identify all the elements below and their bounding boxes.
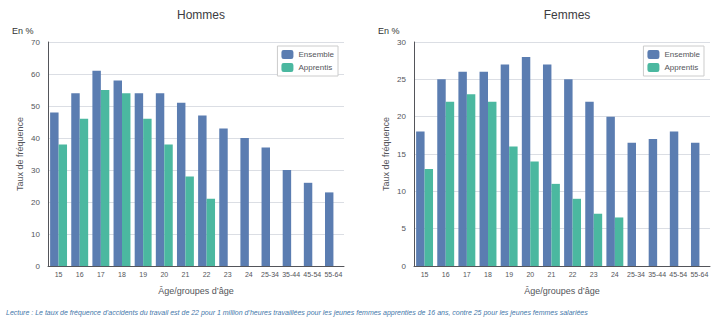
svg-text:10: 10 [31, 230, 40, 239]
svg-text:18: 18 [118, 271, 126, 278]
svg-text:45-54: 45-54 [669, 271, 687, 278]
svg-text:Taux de fréquence: Taux de fréquence [15, 117, 25, 191]
svg-text:16: 16 [76, 271, 84, 278]
svg-text:40: 40 [31, 134, 40, 143]
svg-text:20: 20 [31, 198, 40, 207]
svg-text:50: 50 [31, 102, 40, 111]
svg-text:Âge/groupes d’âge: Âge/groupes d’âge [158, 286, 234, 296]
svg-text:Taux de fréquence: Taux de fréquence [381, 117, 391, 191]
svg-text:21: 21 [182, 271, 190, 278]
svg-text:19: 19 [139, 271, 147, 278]
svg-text:35-44: 35-44 [648, 271, 666, 278]
svg-text:24: 24 [245, 271, 253, 278]
svg-text:5: 5 [402, 224, 407, 233]
svg-text:19: 19 [505, 271, 513, 278]
svg-text:17: 17 [463, 271, 471, 278]
svg-text:15: 15 [421, 271, 429, 278]
svg-text:Hommes: Hommes [177, 8, 225, 22]
svg-text:En %: En % [12, 26, 34, 36]
svg-text:55-64: 55-64 [324, 271, 342, 278]
svg-text:20: 20 [526, 271, 534, 278]
svg-text:Apprentis: Apprentis [664, 63, 698, 72]
svg-text:17: 17 [97, 271, 105, 278]
svg-text:70: 70 [31, 38, 40, 47]
svg-text:23: 23 [590, 271, 598, 278]
svg-text:Apprentis: Apprentis [298, 63, 332, 72]
svg-text:20: 20 [397, 112, 406, 121]
svg-text:22: 22 [203, 271, 211, 278]
svg-text:En %: En % [378, 26, 400, 36]
svg-text:55-64: 55-64 [690, 271, 708, 278]
svg-text:15: 15 [397, 150, 406, 159]
svg-text:15: 15 [55, 271, 63, 278]
svg-text:0: 0 [402, 262, 407, 271]
svg-text:21: 21 [548, 271, 556, 278]
svg-text:25-34: 25-34 [261, 271, 279, 278]
svg-text:25: 25 [397, 75, 406, 84]
svg-text:0: 0 [36, 262, 41, 271]
svg-text:22: 22 [569, 271, 577, 278]
svg-text:Lecture : Le taux de fréquence: Lecture : Le taux de fréquence d’acciden… [6, 309, 588, 317]
svg-text:30: 30 [31, 166, 40, 175]
svg-text:25-34: 25-34 [627, 271, 645, 278]
svg-text:60: 60 [31, 70, 40, 79]
svg-text:10: 10 [397, 187, 406, 196]
svg-text:45-54: 45-54 [303, 271, 321, 278]
svg-text:16: 16 [442, 271, 450, 278]
svg-text:20: 20 [160, 271, 168, 278]
svg-text:30: 30 [397, 38, 406, 47]
svg-text:Femmes: Femmes [544, 8, 591, 22]
svg-text:24: 24 [611, 271, 619, 278]
svg-text:23: 23 [224, 271, 232, 278]
svg-text:Ensemble: Ensemble [664, 50, 700, 59]
svg-text:18: 18 [484, 271, 492, 278]
svg-text:35-44: 35-44 [282, 271, 300, 278]
svg-text:Âge/groupes d’âge: Âge/groupes d’âge [524, 286, 600, 296]
svg-text:Ensemble: Ensemble [298, 50, 334, 59]
